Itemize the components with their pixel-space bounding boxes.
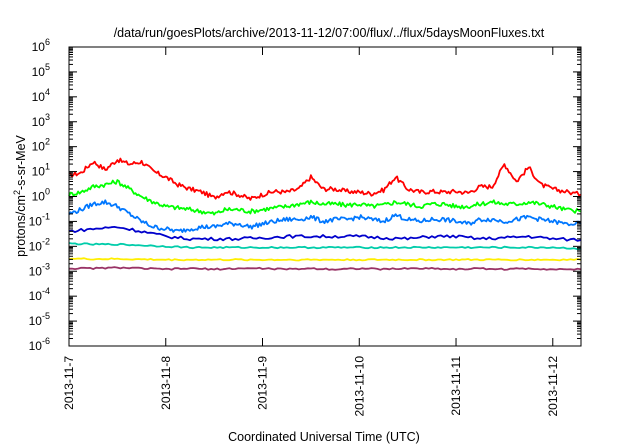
y-tick-label-exp: -2 [42,236,50,246]
series-line-2 [68,179,582,216]
x-tick-label: 2013-11-9 [256,356,270,410]
y-tick-label: 10-2 [29,236,50,253]
y-tick-label-exp: 2 [45,137,50,147]
series-line-4 [68,226,582,242]
y-tick-label: 10-3 [29,261,50,278]
y-tick-label: 103 [32,112,50,129]
y-tick-label-base: 10 [32,40,46,54]
series-line-5 [68,242,582,251]
x-tick-label: 2013-11-11 [449,356,463,416]
y-tick-label-exp: -5 [42,311,50,321]
x-axis-label: Coordinated Universal Time (UTC) [228,430,420,444]
series-line-6 [68,257,582,262]
y-tick-label-base: 10 [32,190,46,204]
series-layer [68,157,582,271]
y-axis-label-sup: 2 [12,190,22,195]
y-tick-label-base: 10 [32,65,46,79]
y-tick-label-exp: 3 [45,112,50,122]
x-tick-label: 2013-11-10 [352,356,366,417]
x-tick-label: 2013-11-8 [159,356,173,410]
y-tick-label-base: 10 [29,339,43,353]
series-line-3 [68,199,582,233]
y-tick-label: 105 [32,62,50,79]
y-tick-label: 104 [32,87,50,104]
x-tick-label: 2013-11-7 [62,356,76,410]
y-tick-label: 10-6 [29,336,50,353]
series-line-1 [68,157,582,201]
y-tick-label-base: 10 [32,115,46,129]
x-tick-label: 2013-11-12 [546,356,560,417]
y-tick-label-exp: 1 [45,162,50,172]
y-tick-label-base: 10 [29,214,43,228]
y-tick-label: 10-1 [29,211,50,228]
y-tick-label-exp: -3 [42,261,50,271]
x-axis: 2013-11-7 2013-11-8 2013-11-9 2013-11-10 201… [62,47,560,417]
y-tick-label-base: 10 [32,90,46,104]
y-tick-label-base: 10 [32,140,46,154]
y-tick-label-base: 10 [32,165,46,179]
y-axis: 10610510410310210110010-110-210-310-410-… [29,37,581,353]
y-axis-label-rest: -s-sr-MeV [14,134,28,190]
y-tick-label-exp: 6 [45,37,50,47]
y-tick-label: 10-5 [29,311,50,328]
y-tick-label-base: 10 [29,239,43,253]
y-tick-label-exp: 0 [45,187,50,197]
y-axis-label-base: protons/cm [14,195,28,257]
series-line-7 [68,266,582,271]
y-tick-label: 102 [32,137,50,154]
y-tick-label-base: 10 [29,314,43,328]
y-tick-label: 106 [32,37,50,54]
y-tick-label-exp: -6 [42,336,50,346]
y-tick-label-exp: 5 [45,62,50,72]
y-tick-label-exp: -4 [42,286,50,296]
y-tick-label-base: 10 [29,264,43,278]
y-tick-label: 100 [32,187,50,204]
chart-title: /data/run/goesPlots/archive/2013-11-12/0… [114,26,545,40]
y-tick-label-exp: -1 [42,211,50,221]
y-tick-label: 101 [32,162,50,179]
y-axis-label: protons/cm2-s-sr-MeV [12,134,28,256]
y-tick-label-base: 10 [29,289,43,303]
y-tick-label-exp: 4 [45,87,50,97]
y-tick-label: 10-4 [29,286,50,303]
